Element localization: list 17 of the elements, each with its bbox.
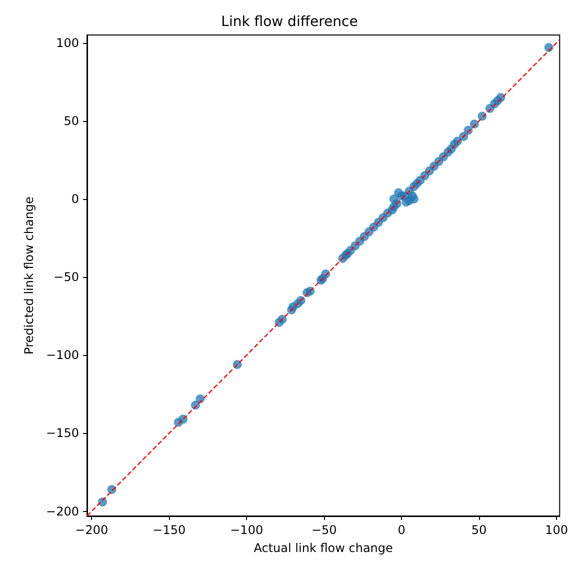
x-tick-label: 0 — [398, 523, 406, 537]
x-tick-label: 100 — [545, 523, 568, 537]
y-tick-label: 50 — [64, 114, 79, 128]
y-tick-label: 0 — [71, 192, 79, 206]
y-tick-label: 100 — [56, 36, 79, 50]
y-tick-label: −150 — [46, 426, 79, 440]
chart-title: Link flow difference — [221, 14, 358, 30]
x-tick-label: −200 — [75, 523, 108, 537]
y-tick-label: −50 — [54, 270, 79, 284]
x-axis-title: Actual link flow change — [254, 541, 393, 555]
y-tick-label: −100 — [46, 348, 79, 362]
y-axis-title: Predicted link flow change — [22, 196, 36, 354]
y-tick-label: −200 — [46, 504, 79, 518]
x-tick-label: 50 — [471, 523, 487, 537]
x-tick-label: −50 — [311, 523, 337, 537]
x-tick-label: −150 — [152, 523, 186, 537]
x-tick-label: −100 — [230, 523, 264, 537]
